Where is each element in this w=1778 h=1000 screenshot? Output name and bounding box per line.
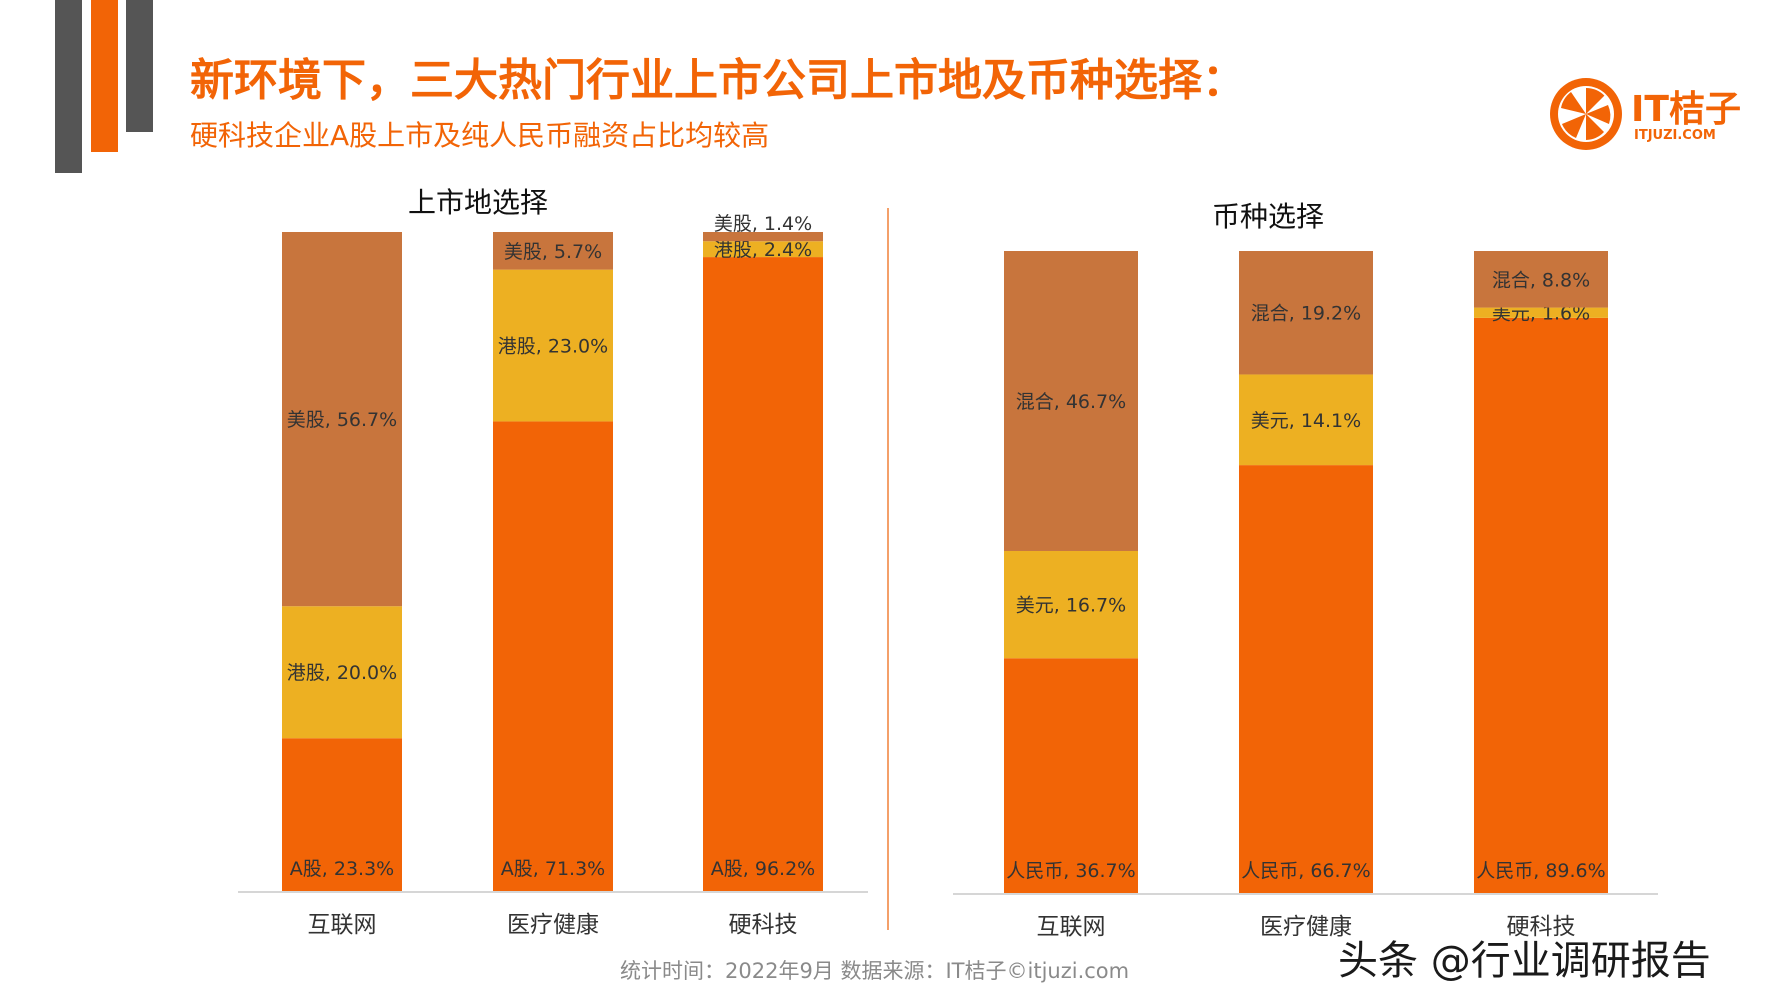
chart-title: 币种选择 (1212, 200, 1324, 233)
category-label: 互联网 (308, 912, 377, 938)
data-label: 港股, 20.0% (287, 662, 397, 684)
data-label: 混合, 19.2% (1251, 303, 1361, 325)
category-label: 互联网 (1037, 914, 1106, 940)
bar-segment (703, 257, 823, 893)
data-label: A股, 96.2% (711, 858, 815, 880)
data-label: 美股, 1.4% (714, 213, 812, 235)
data-label: 人民币, 36.7% (1006, 860, 1135, 882)
data-label: A股, 71.3% (501, 858, 605, 880)
bar-segment (1474, 317, 1608, 894)
data-label: 美元, 16.7% (1016, 595, 1126, 617)
page-title: 新环境下，三大热门行业上市公司上市地及币种选择： (190, 55, 1246, 106)
logo: IT桔子 ITJUZI.COM (1546, 74, 1746, 154)
category-label: 医疗健康 (1260, 914, 1352, 940)
data-label: 港股, 2.4% (714, 239, 812, 261)
category-label: 硬科技 (1507, 914, 1576, 940)
data-label: 美股, 5.7% (504, 241, 602, 263)
deco-stripe-gray-1 (55, 0, 82, 173)
orange-slice-icon (1550, 78, 1622, 150)
data-label: 美元, 1.6% (1492, 303, 1590, 325)
bar-segment (1239, 374, 1373, 466)
chart-listing-location: 上市地选择 A股, 23.3% 港股, 20.0% 美股, 56.7% 互联网 A股, 7… (238, 186, 868, 938)
watermark: 头条 @行业调研报告 (1338, 938, 1711, 984)
bar-segment (282, 738, 402, 892)
bar-segment (1474, 307, 1608, 318)
category-label: 硬科技 (729, 912, 798, 938)
data-label: A股, 23.3% (290, 858, 394, 880)
bar-segment (493, 421, 613, 892)
data-label: 人民币, 66.7% (1241, 860, 1370, 882)
bar-segment (493, 232, 613, 270)
bar-segment (1004, 550, 1138, 659)
logo-text: IT桔子 (1631, 89, 1741, 130)
bar-segment (282, 232, 402, 607)
data-label: 人民币, 89.6% (1476, 860, 1605, 882)
bar-segment (493, 269, 613, 422)
bar-segment (282, 606, 402, 739)
deco-stripe-orange (91, 0, 118, 152)
bar-segment (1239, 251, 1373, 375)
bar-segment (1004, 658, 1138, 894)
bar-segment (1474, 251, 1608, 308)
bar-segment (703, 241, 823, 258)
logo-subtext: ITJUZI.COM (1634, 128, 1716, 143)
category-label: 医疗健康 (507, 912, 599, 938)
footnote: 统计时间：2022年9月 数据来源：IT桔子©itjuzi.com (620, 959, 1130, 983)
data-label: 港股, 23.0% (498, 336, 608, 358)
data-label: 美股, 56.7% (287, 409, 397, 431)
data-label: 混合, 8.8% (1492, 269, 1590, 291)
chart-title: 上市地选择 (408, 186, 548, 219)
bar-segment (1004, 251, 1138, 551)
data-label: 美元, 14.1% (1251, 410, 1361, 432)
deco-stripe-gray-2 (126, 0, 153, 132)
bar-segment (703, 232, 823, 242)
page-subtitle: 硬科技企业A股上市及纯人民币融资占比均较高 (190, 119, 770, 152)
data-label: 混合, 46.7% (1016, 391, 1126, 413)
bar-segment (1239, 465, 1373, 894)
